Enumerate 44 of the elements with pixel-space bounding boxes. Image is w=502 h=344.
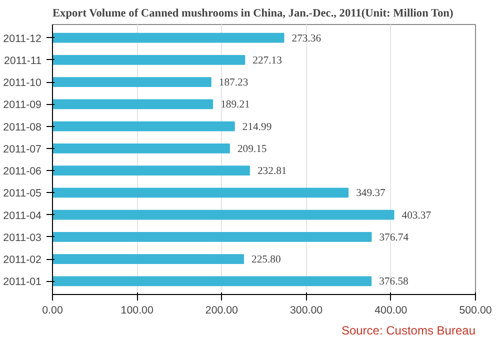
y-tick-label: 2011-03 bbox=[3, 232, 42, 244]
x-tick-label: 400.00 bbox=[374, 304, 408, 316]
data-label: 273.36 bbox=[292, 33, 322, 44]
bar bbox=[52, 77, 212, 87]
bar bbox=[52, 210, 394, 220]
y-tick-label: 2011-11 bbox=[4, 54, 42, 67]
bar bbox=[52, 121, 235, 132]
data-label: 225.80 bbox=[252, 254, 281, 266]
y-tick-label: 2011-07 bbox=[3, 143, 42, 156]
x-tick-label: 200.00 bbox=[205, 304, 238, 316]
y-tick-label: 2011-12 bbox=[3, 32, 42, 45]
data-label: 189.21 bbox=[220, 100, 250, 111]
y-tick-label: 2011-01 bbox=[3, 276, 42, 288]
data-label: 187.23 bbox=[218, 78, 248, 89]
data-label: 376.74 bbox=[379, 232, 410, 244]
bar bbox=[52, 276, 372, 286]
x-tick-label: 0.00 bbox=[42, 304, 63, 316]
bar bbox=[52, 232, 372, 242]
y-tick-label: 2011-09 bbox=[3, 99, 42, 112]
y-tick-label: 2011-05 bbox=[3, 188, 42, 200]
y-tick-label: 2011-02 bbox=[3, 254, 42, 266]
bar bbox=[52, 32, 284, 43]
x-tick-label: 500.00 bbox=[459, 304, 492, 316]
data-label: 403.37 bbox=[402, 210, 432, 222]
data-label: 214.99 bbox=[242, 122, 272, 133]
data-label: 349.37 bbox=[356, 188, 386, 200]
bar bbox=[52, 99, 214, 110]
data-label: 227.13 bbox=[252, 55, 282, 66]
y-tick-label: 2011-10 bbox=[3, 77, 42, 90]
y-tick-label: 2011-06 bbox=[3, 166, 42, 178]
bar bbox=[52, 188, 349, 198]
data-label: 232.81 bbox=[257, 166, 287, 178]
chart-title: Export Volume of Canned mushrooms in China, Jan.-Dec., 2011(Unit: Million Ton) bbox=[52, 8, 454, 20]
bar bbox=[52, 54, 246, 65]
y-tick-label: 2011-04 bbox=[3, 210, 42, 222]
bar bbox=[52, 166, 250, 176]
x-tick-label: 300.00 bbox=[290, 304, 323, 316]
data-label: 209.15 bbox=[237, 144, 267, 155]
data-label: 376.58 bbox=[379, 276, 408, 288]
y-tick-label: 2011-08 bbox=[3, 121, 42, 134]
source-note: Source: Customs Bureau bbox=[341, 324, 476, 338]
x-tick-label: 100.00 bbox=[120, 304, 154, 316]
bar bbox=[52, 144, 230, 154]
bar bbox=[52, 254, 244, 264]
